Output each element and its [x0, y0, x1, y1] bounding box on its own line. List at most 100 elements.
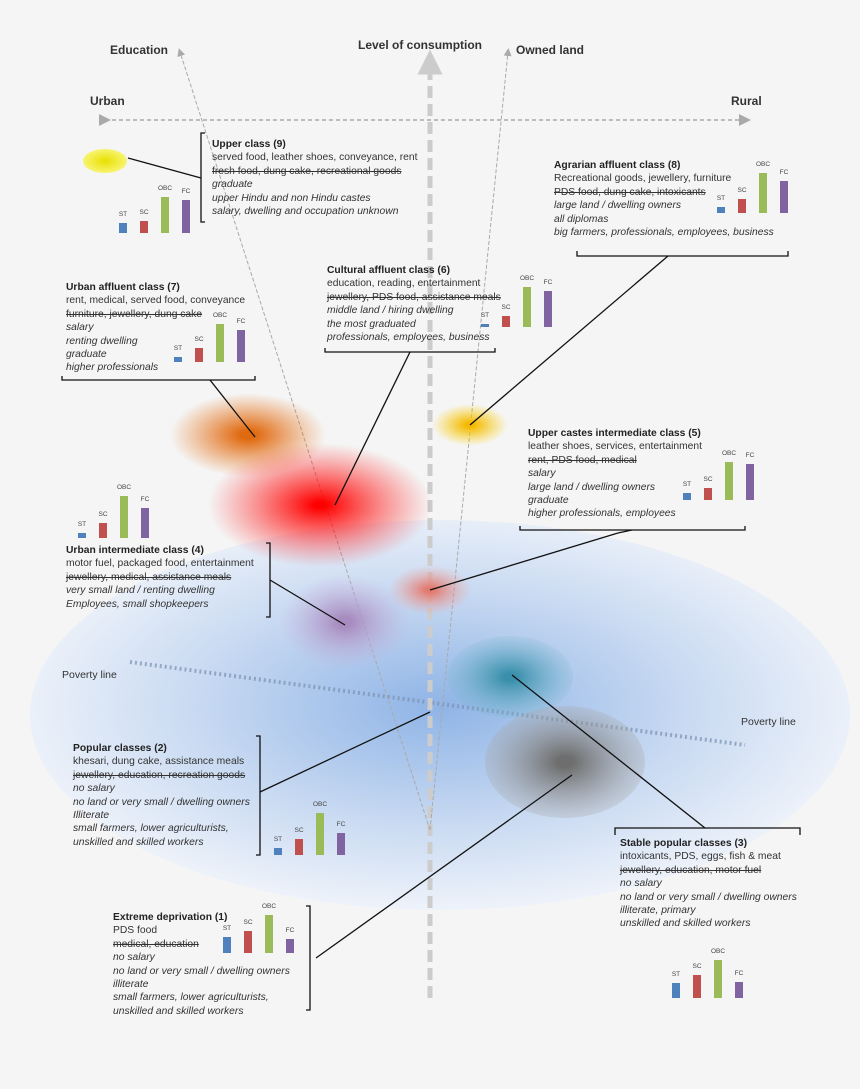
- class-attribute-line: rent, medical, served food, conveyance: [66, 295, 246, 307]
- class-attribute-line: jewellery, education, motor fuel: [620, 864, 762, 876]
- bar-obc: [725, 462, 733, 500]
- bar-obc: [523, 287, 531, 327]
- bar-label: SC: [139, 209, 149, 216]
- class-attribute-line: small farmers, lower agriculturists,: [113, 992, 269, 1004]
- bar-st: [223, 937, 231, 953]
- bar-sc: [140, 221, 148, 233]
- blob-stable-popular: [447, 636, 573, 718]
- class-title: Stable popular classes (3): [620, 838, 748, 849]
- class-attribute-line: Employees, small shopkeepers: [66, 598, 209, 610]
- class-title: Urban intermediate class (4): [66, 545, 204, 556]
- blob-extreme-deprivation: [485, 706, 645, 818]
- class-attribute-line: unskilled and skilled workers: [113, 1005, 244, 1017]
- population-ellipse: [30, 520, 850, 910]
- bar-label: OBC: [710, 948, 726, 955]
- class-attribute-line: PDS food, dung cake, intoxicants: [554, 186, 706, 198]
- bar-obc: [216, 324, 224, 362]
- class-attribute-line: jewellery, PDS food, assistance meals: [327, 291, 501, 303]
- bar-label: SC: [243, 919, 253, 926]
- bar-st: [174, 357, 182, 362]
- class-block-c2: Popular classes (2) khesari, dung cake, a…: [73, 742, 250, 849]
- class-attribute-line: illiterate, primary: [620, 905, 696, 917]
- class-attribute-line: salary: [528, 468, 556, 480]
- bar-sc: [502, 316, 510, 327]
- class-attribute-line: big farmers, professionals, employees, b…: [554, 227, 774, 239]
- poverty-line: [129, 660, 746, 747]
- owned-land-label: Owned land: [516, 43, 585, 57]
- class-attribute-line: intoxicants, PDS, eggs, fish & meat: [620, 851, 781, 863]
- class-attribute-line: all diplomas: [554, 213, 609, 225]
- class-attribute-line: served food, leather shoes, conveyance, …: [212, 152, 418, 164]
- bar-fc: [237, 330, 245, 362]
- bar-label: FC: [779, 169, 789, 176]
- caste-bar-chart: ST SC OBC FC: [272, 785, 362, 855]
- class-attribute-line: higher professionals: [66, 362, 159, 374]
- class-attribute-line: large land / dwelling owners: [528, 481, 656, 493]
- bar-label: ST: [671, 971, 681, 978]
- class-title: Popular classes (2): [73, 743, 167, 754]
- class-attribute-line: medical, education: [113, 938, 199, 950]
- bar-label: FC: [236, 318, 246, 325]
- bar-obc: [265, 915, 273, 953]
- blob-urban-intermediate: [279, 574, 411, 670]
- class-attribute-line: small farmers, lower agriculturists,: [73, 823, 229, 835]
- class-title: Upper castes intermediate class (5): [528, 428, 701, 439]
- class-attribute-line: graduate: [66, 349, 107, 361]
- blob-cultural-affluent: [208, 443, 432, 567]
- class-attribute-line: very small land / renting dwelling: [66, 585, 215, 597]
- caste-bar-chart: ST SC OBC FC: [681, 430, 771, 500]
- bar-sc: [704, 488, 712, 500]
- bar-fc: [182, 200, 190, 233]
- bar-fc: [544, 291, 552, 327]
- bar-fc: [141, 508, 149, 538]
- rural-label: Rural: [731, 94, 762, 108]
- bar-sc: [738, 199, 746, 213]
- caste-bar-chart: ST SC OBC FC: [670, 928, 760, 998]
- class-attribute-line: graduate: [528, 495, 569, 507]
- bar-sc: [295, 839, 303, 855]
- bar-obc: [714, 960, 722, 998]
- blob-upper-class: [83, 149, 127, 173]
- bar-fc: [746, 464, 754, 500]
- class-attribute-line: the most graduated: [327, 318, 416, 330]
- class-block-c1: Extreme deprivation (1) PDS food medical, …: [113, 911, 290, 1018]
- class-title: Upper class (9): [212, 139, 286, 150]
- bar-label: OBC: [312, 801, 328, 808]
- bar-label: OBC: [157, 185, 173, 192]
- class-attribute-line: Illiterate: [73, 810, 110, 822]
- class-title: Agrarian affluent class (8): [554, 160, 681, 171]
- caste-bar-chart: ST SC OBC FC: [221, 883, 311, 953]
- class-title: Extreme deprivation (1): [113, 912, 228, 923]
- class-attribute-line: leather shoes, services, entertainment: [528, 441, 702, 453]
- bar-label: FC: [734, 970, 744, 977]
- class-attribute-line: renting dwelling: [66, 335, 138, 347]
- class-attribute-line: graduate: [212, 179, 253, 191]
- bar-label: SC: [501, 304, 511, 311]
- class-attribute-line: no salary: [73, 783, 115, 795]
- class-block-c4: Urban intermediate class (4) motor fuel, …: [66, 544, 254, 611]
- bar-label: OBC: [261, 903, 277, 910]
- bar-obc: [120, 496, 128, 538]
- bar-obc: [161, 197, 169, 233]
- connectors: [61, 132, 801, 1011]
- class-block-c8: Agrarian affluent class (8) Recreational …: [554, 159, 774, 239]
- class-attribute-line: Recreational goods, jewellery, furniture: [554, 173, 732, 185]
- class-attribute-line: PDS food: [113, 925, 158, 937]
- bar-label: OBC: [116, 484, 132, 491]
- consumption-label: Level of consumption: [358, 38, 483, 52]
- bar-label: ST: [222, 925, 232, 932]
- class-title: Urban affluent class (7): [66, 282, 180, 293]
- class-attribute-line: furniture, jewellery, dung cake: [66, 308, 203, 320]
- bar-label: SC: [294, 827, 304, 834]
- bar-sc: [195, 348, 203, 362]
- caste-bar-chart: ST SC OBC FC: [172, 292, 262, 362]
- bar-sc: [244, 931, 252, 953]
- class-attribute-line: no salary: [113, 952, 155, 964]
- class-attribute-line: no salary: [620, 878, 662, 890]
- poverty-line-label-left: Poverty line: [62, 669, 117, 681]
- class-block-c9: Upper class (9) served food, leather shoe…: [212, 138, 418, 218]
- bar-st: [672, 983, 680, 998]
- bar-label: ST: [77, 521, 87, 528]
- bar-label: SC: [194, 336, 204, 343]
